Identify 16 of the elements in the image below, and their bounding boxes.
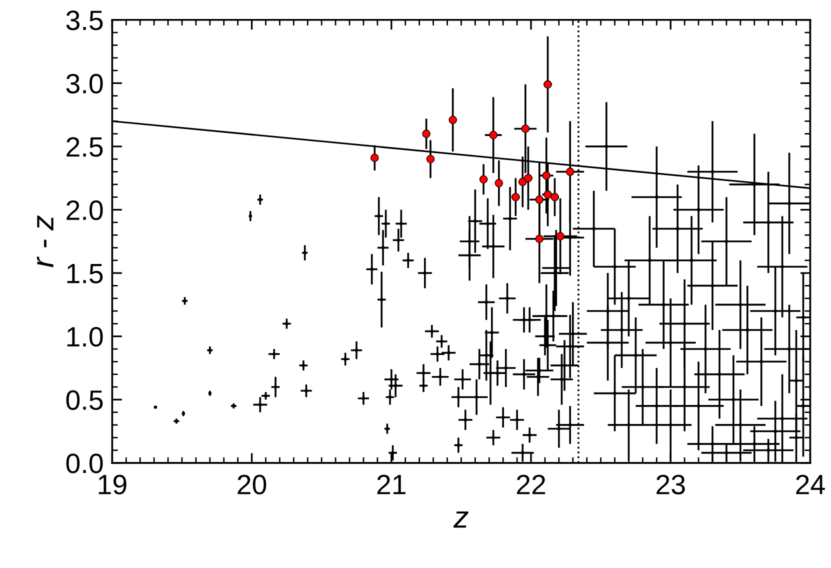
y-tick-label: 0.0 xyxy=(66,454,103,474)
y-tick-label: 2.0 xyxy=(66,200,103,220)
x-axis-title: z xyxy=(453,511,468,528)
y-tick-label: 1.0 xyxy=(67,327,103,347)
x-tick-label: 23 xyxy=(656,474,685,494)
y-tick-label: 0.5 xyxy=(66,390,103,410)
x-tick-label: 21 xyxy=(377,474,406,494)
y-tick-label: 3.5 xyxy=(66,10,103,30)
y-tick-label: 1.5 xyxy=(67,264,103,284)
y-tick-label: 2.5 xyxy=(66,137,103,157)
y-tick-label: 3.0 xyxy=(66,74,103,94)
x-tick-label: 19 xyxy=(98,474,126,494)
x-tick-label: 22 xyxy=(516,474,546,494)
y-axis-title: r - z xyxy=(36,216,54,268)
x-tick-label: 24 xyxy=(796,474,825,494)
x-tick-label: 20 xyxy=(238,474,266,494)
